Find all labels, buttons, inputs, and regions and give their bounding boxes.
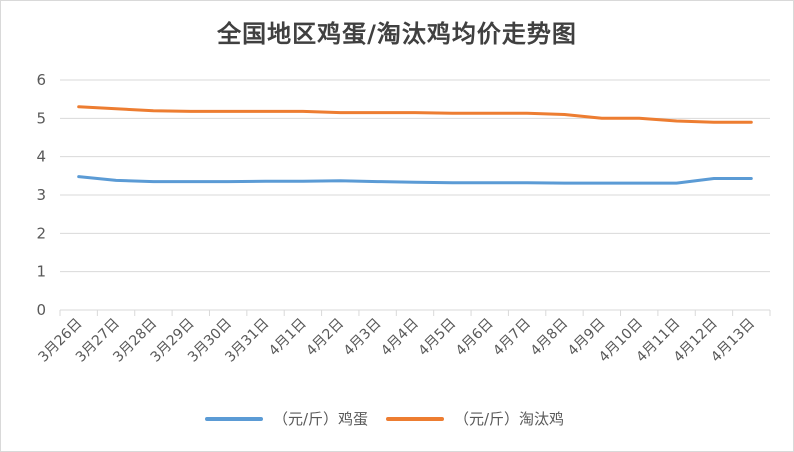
data-point-eggs — [189, 180, 192, 183]
data-point-culled-hens — [301, 110, 304, 113]
data-point-culled-hens — [339, 111, 342, 114]
legend-item-eggs: （元/斤）鸡蛋 — [205, 408, 368, 429]
data-point-eggs — [488, 181, 491, 184]
y-tick-label: 5 — [36, 109, 46, 127]
y-tick-label: 4 — [36, 148, 46, 166]
data-point-culled-hens — [376, 111, 379, 114]
data-point-eggs — [264, 180, 267, 183]
data-point-eggs — [414, 181, 417, 184]
series-line-culled-hens — [77, 105, 753, 124]
data-point-eggs — [451, 181, 454, 184]
data-point-eggs — [526, 181, 529, 184]
data-point-culled-hens — [600, 117, 603, 120]
x-tick-label: 4月5日 — [415, 316, 459, 360]
data-point-eggs — [77, 175, 80, 178]
data-point-eggs — [675, 182, 678, 185]
data-point-culled-hens — [488, 112, 491, 115]
data-point-eggs — [563, 182, 566, 185]
data-point-culled-hens — [152, 109, 155, 112]
data-point-culled-hens — [189, 110, 192, 113]
x-tick-label: 4月8日 — [528, 316, 572, 360]
data-point-culled-hens — [675, 120, 678, 123]
legend: （元/斤）鸡蛋 （元/斤）淘汰鸡 — [0, 404, 794, 434]
chart-title: 全国地区鸡蛋/淘汰鸡均价走势图 — [217, 20, 577, 48]
x-tick-label: 4月1日 — [266, 316, 310, 360]
data-point-culled-hens — [414, 111, 417, 114]
y-tick-label: 3 — [36, 186, 46, 204]
x-tick-label: 4月7日 — [490, 316, 534, 360]
legend-item-culled-hens: （元/斤）淘汰鸡 — [386, 408, 564, 429]
data-point-eggs — [339, 179, 342, 182]
data-point-eggs — [115, 179, 118, 182]
x-tick-label: 4月2日 — [303, 316, 347, 360]
legend-label-eggs: （元/斤）鸡蛋 — [273, 410, 369, 428]
data-point-eggs — [638, 182, 641, 185]
x-tick-label: 4月3日 — [341, 316, 385, 360]
series-line-eggs — [77, 175, 753, 185]
y-tick-label: 1 — [36, 263, 46, 281]
data-point-eggs — [750, 177, 753, 180]
data-point-culled-hens — [638, 117, 641, 120]
legend-swatch-culled-hens — [386, 416, 444, 421]
data-point-culled-hens — [115, 107, 118, 110]
data-point-eggs — [152, 180, 155, 183]
data-point-culled-hens — [451, 112, 454, 115]
data-point-culled-hens — [227, 110, 230, 113]
y-tick-label: 2 — [36, 224, 46, 242]
data-point-eggs — [376, 180, 379, 183]
data-point-culled-hens — [712, 121, 715, 124]
data-point-culled-hens — [563, 113, 566, 116]
y-tick-label: 0 — [36, 301, 46, 319]
data-point-eggs — [712, 177, 715, 180]
legend-swatch-eggs — [205, 416, 263, 421]
data-point-culled-hens — [77, 105, 80, 108]
data-point-eggs — [600, 182, 603, 185]
data-point-culled-hens — [750, 121, 753, 124]
x-tick-label: 4月6日 — [453, 316, 497, 360]
legend-label-culled-hens: （元/斤）淘汰鸡 — [454, 410, 565, 428]
data-point-culled-hens — [264, 110, 267, 113]
x-tick-label: 4月4日 — [378, 316, 422, 360]
y-tick-label: 6 — [36, 71, 46, 89]
data-point-culled-hens — [526, 112, 529, 115]
data-point-eggs — [227, 180, 230, 183]
data-point-eggs — [301, 180, 304, 183]
